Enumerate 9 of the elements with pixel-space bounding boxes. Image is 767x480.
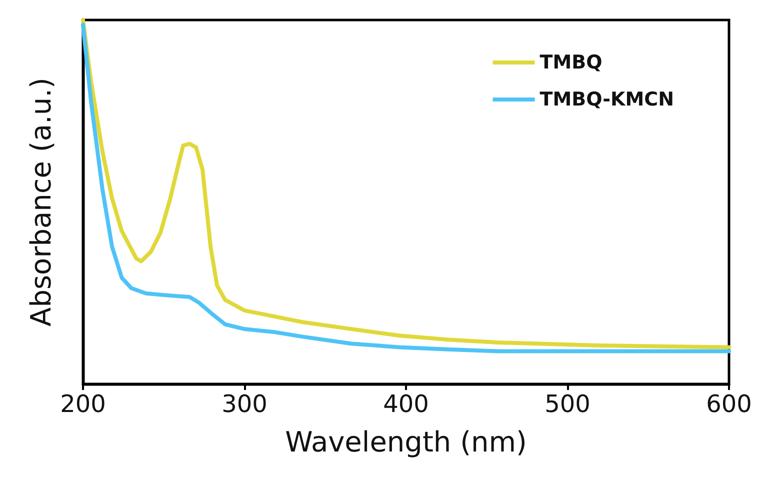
x-tick-label: 300 bbox=[222, 390, 268, 418]
x-tick-label: 200 bbox=[60, 390, 106, 418]
x-tick-label: 500 bbox=[544, 390, 590, 418]
x-tick-label: 400 bbox=[383, 390, 429, 418]
x-tick-label: 600 bbox=[706, 390, 752, 418]
legend-label: TMBQ bbox=[540, 52, 602, 74]
y-axis-title: Absorbance (a.u.) bbox=[24, 78, 58, 326]
x-axis-title: Wavelength (nm) bbox=[285, 426, 527, 458]
legend-label: TMBQ-KMCN bbox=[540, 88, 674, 110]
